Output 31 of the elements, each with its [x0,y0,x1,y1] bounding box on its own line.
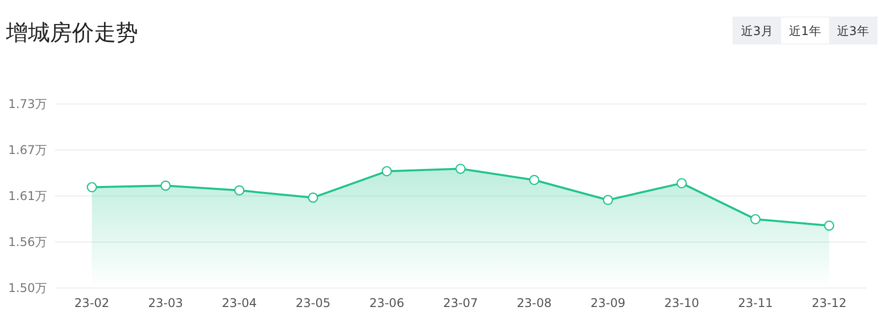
point [382,166,392,176]
x-tick-label: 23-03 [148,296,184,310]
x-tick-label: 23-09 [590,296,626,310]
x-tick-label: 23-02 [74,296,110,310]
button: 近1年 [781,17,829,44]
y-tick-label: 1.56万 [8,235,47,249]
point [455,164,466,174]
point [676,178,687,188]
x-tick-label: 23-08 [516,296,552,310]
point [750,214,761,224]
y-tick-label: 1.73万 [8,97,47,111]
point [529,174,540,186]
x-tick-label: 23-07 [443,296,478,310]
x-tick-label: 23-12 [812,296,847,310]
point [308,192,318,203]
x-tick-label: 23-05 [296,296,330,310]
point [824,220,834,231]
point [160,180,171,191]
y-tick-label: 1.50万 [8,281,47,295]
y-tick-label: 1.67万 [8,143,47,157]
button: 近3年 [829,17,877,44]
point [602,194,614,206]
x-tick-label: 23-10 [664,296,700,310]
y-tick-label: 1.61万 [8,189,47,203]
button: 近3月 [733,17,781,44]
x-tick-label: 23-11 [738,296,773,310]
point [86,182,97,192]
chart-title: 增城房价走势 [5,21,138,46]
x-tick-label: 23-06 [369,296,404,310]
x-tick-label: 23-04 [222,296,257,310]
point [234,185,244,196]
